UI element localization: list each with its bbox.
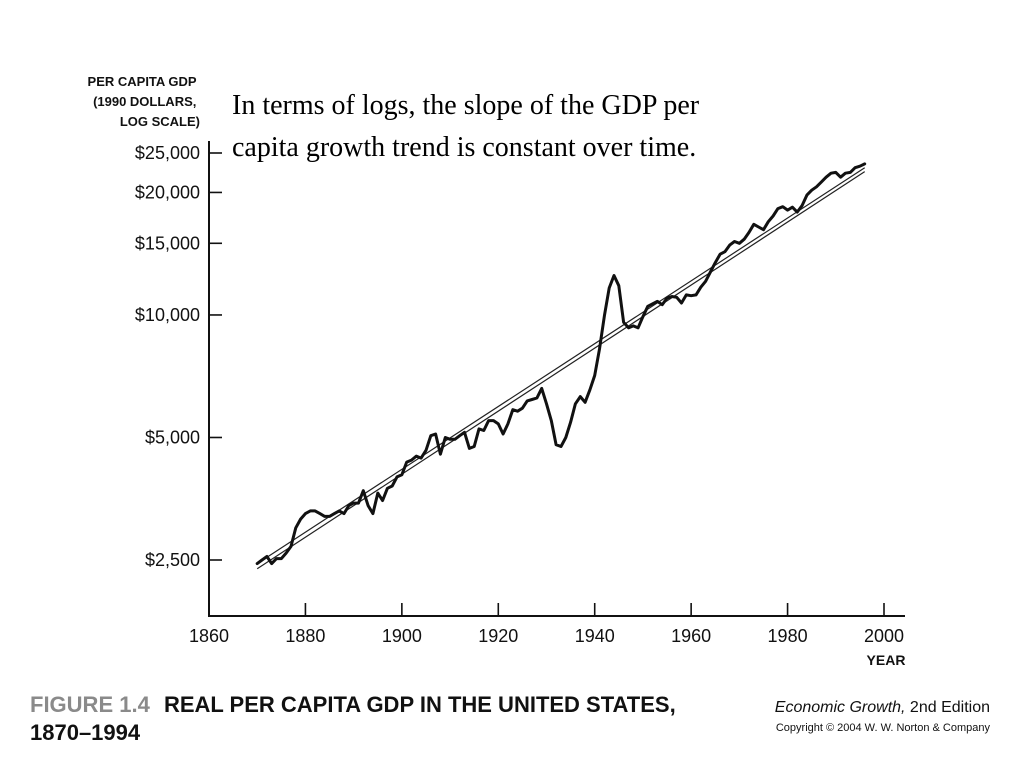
trend-line [256,167,866,565]
y-tick-label: $15,000 [135,233,200,253]
y-tick-label: $25,000 [135,143,200,163]
annotation-line-1: In terms of logs, the slope of the GDP p… [232,90,700,121]
x-tick-label: 1980 [768,626,808,646]
x-tick-label: 2000 [864,626,904,646]
book-edition: 2nd Edition [905,699,990,716]
book-credit: Economic Growth, 2nd Edition [775,699,990,716]
figure-title-text: REAL PER CAPITA GDP IN THE UNITED STATES… [164,692,676,717]
x-tick-label: 1940 [575,626,615,646]
gdp-series-line [255,162,867,566]
figure-title-line-2: 1870–1994 [30,720,141,745]
y-axis-label-line-3: LOG SCALE) [120,114,200,129]
y-tick-label: $10,000 [135,305,200,325]
x-tick-label: 1960 [671,626,711,646]
figure-number: FIGURE 1.4 [30,692,151,717]
annotation-text: In terms of logs, the slope of the GDP p… [232,90,706,163]
y-axis-label-line-2: (1990 DOLLARS, [93,94,196,109]
series-group [255,162,867,566]
y-axis-label: PER CAPITA GDP (1990 DOLLARS, LOG SCALE) [88,74,200,129]
x-ticks: 1860 1880 1900 1920 1940 1960 1980 2000 [189,603,904,646]
x-tick-label: 1900 [382,626,422,646]
x-tick-label: 1880 [285,626,325,646]
x-tick-label: 1860 [189,626,229,646]
y-axis-label-line-1: PER CAPITA GDP [88,74,197,89]
annotation-line-2: capita growth trend is constant over tim… [232,132,696,163]
y-tick-label: $5,000 [145,427,200,447]
figure-title-line-1: FIGURE 1.4 REAL PER CAPITA GDP IN THE UN… [30,692,676,717]
x-tick-label: 1920 [478,626,518,646]
copyright-text: Copyright © 2004 W. W. Norton & Company [776,722,991,734]
y-tick-label: $20,000 [135,182,200,202]
y-tick-label: $2,500 [145,550,200,570]
book-title: Economic Growth, [775,699,906,716]
y-ticks: $2,500 $5,000 $10,000 $15,000 $20,000 $25,000 [135,143,222,570]
x-axis-label: YEAR [867,652,906,668]
